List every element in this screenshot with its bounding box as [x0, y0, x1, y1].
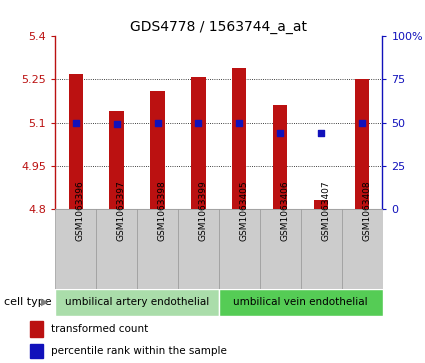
Text: GSM1063406: GSM1063406: [280, 181, 289, 241]
Bar: [30, 344, 42, 358]
FancyBboxPatch shape: [178, 209, 219, 289]
Bar: [30, 321, 42, 337]
FancyBboxPatch shape: [137, 209, 178, 289]
Text: GSM1063398: GSM1063398: [158, 181, 167, 241]
Bar: [273, 105, 287, 209]
FancyBboxPatch shape: [219, 209, 260, 289]
FancyBboxPatch shape: [55, 289, 219, 316]
Text: cell type: cell type: [4, 297, 52, 307]
Point: [359, 120, 366, 126]
Bar: [68, 74, 83, 209]
Point: [195, 120, 202, 126]
Text: umbilical vein endothelial: umbilical vein endothelial: [233, 297, 368, 307]
FancyBboxPatch shape: [96, 209, 137, 289]
FancyBboxPatch shape: [55, 209, 96, 289]
Text: GSM1063405: GSM1063405: [239, 181, 248, 241]
FancyBboxPatch shape: [219, 289, 382, 316]
Text: GSM1063407: GSM1063407: [321, 181, 330, 241]
Bar: [232, 68, 246, 209]
Point: [236, 120, 243, 126]
Text: GSM1063397: GSM1063397: [116, 181, 126, 241]
Point: [113, 121, 120, 127]
Point: [72, 120, 79, 126]
Text: transformed count: transformed count: [51, 324, 148, 334]
Bar: [314, 200, 328, 209]
Text: percentile rank within the sample: percentile rank within the sample: [51, 346, 227, 356]
Text: GSM1063408: GSM1063408: [362, 181, 371, 241]
Bar: [355, 79, 369, 209]
Text: umbilical artery endothelial: umbilical artery endothelial: [65, 297, 209, 307]
FancyBboxPatch shape: [260, 209, 300, 289]
Point: [277, 130, 283, 136]
Bar: [150, 91, 164, 209]
Text: GSM1063396: GSM1063396: [76, 181, 85, 241]
Point: [318, 130, 325, 136]
Bar: [110, 111, 124, 209]
FancyBboxPatch shape: [300, 209, 342, 289]
Bar: [191, 77, 206, 209]
FancyBboxPatch shape: [342, 209, 383, 289]
Text: ▶: ▶: [41, 297, 48, 307]
Text: GSM1063399: GSM1063399: [198, 181, 207, 241]
Title: GDS4778 / 1563744_a_at: GDS4778 / 1563744_a_at: [130, 20, 307, 34]
Point: [154, 120, 161, 126]
